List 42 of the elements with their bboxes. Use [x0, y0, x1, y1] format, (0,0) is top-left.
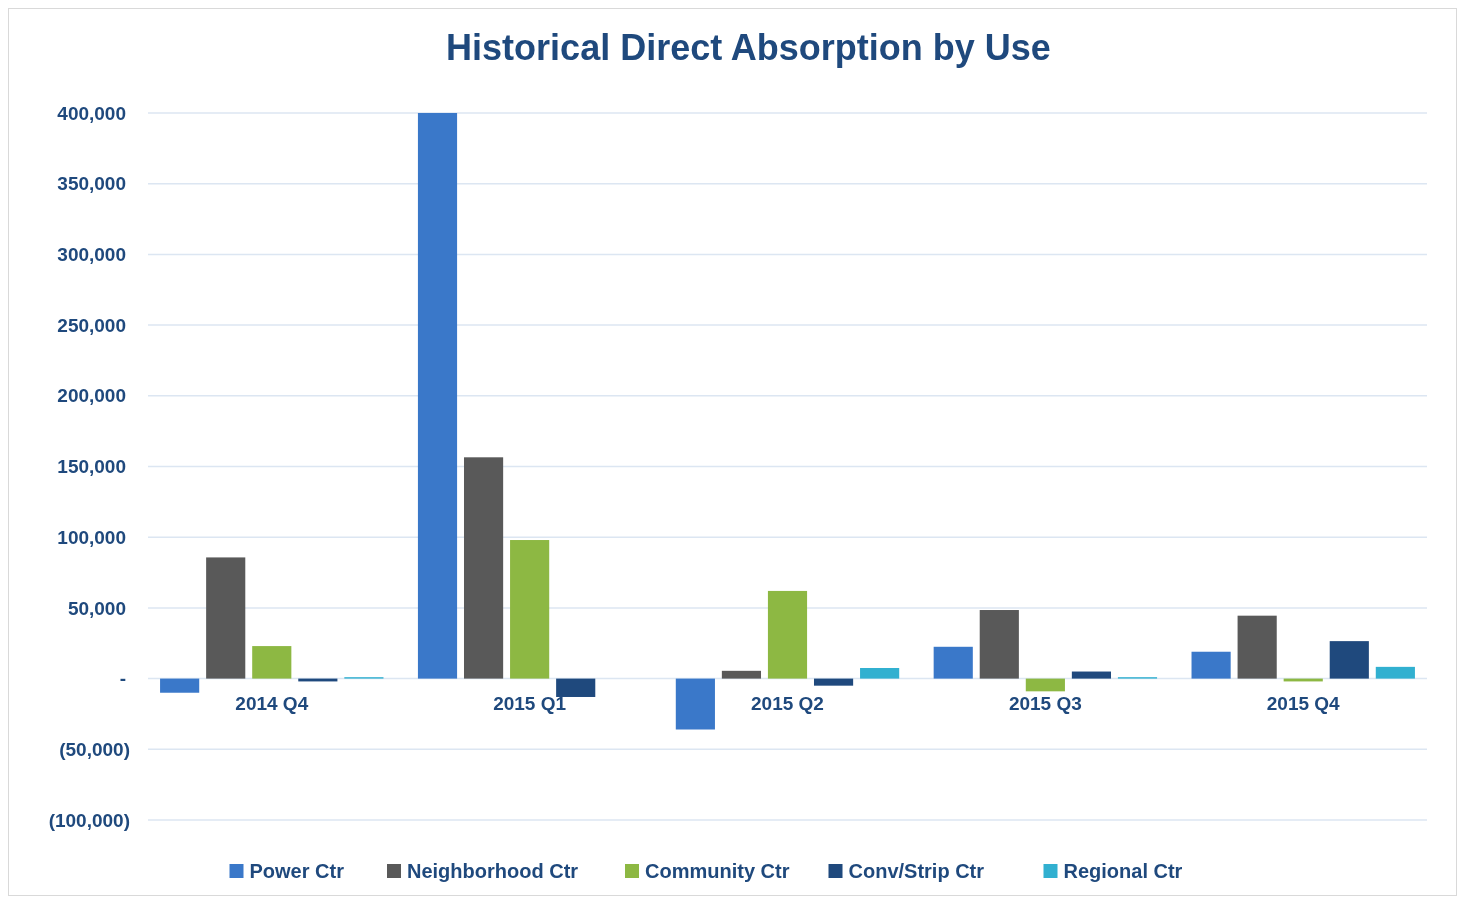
- y-tick-label: -: [119, 668, 126, 690]
- x-tick-label: 2015 Q4: [1266, 692, 1341, 714]
- bar: [160, 678, 200, 693]
- legend-label: Neighborhood Ctr: [407, 860, 579, 882]
- x-tick-label: 2015 Q3: [1008, 692, 1082, 714]
- x-tick-label: 2015 Q1: [493, 692, 567, 714]
- bar: [1375, 666, 1415, 679]
- legend-label: Conv/Strip Ctr: [848, 860, 985, 882]
- y-tick-label: 400,000: [57, 102, 126, 124]
- y-tick-label: 350,000: [57, 173, 126, 195]
- y-tick-label: 150,000: [57, 456, 126, 478]
- bar: [933, 646, 973, 679]
- bar: [556, 678, 596, 697]
- bar: [510, 540, 550, 679]
- bar: [1071, 671, 1112, 679]
- chart-title: Historical Direct Absorption by Use: [446, 27, 1051, 68]
- bar: [252, 646, 292, 679]
- bar: [813, 678, 854, 686]
- legend-label: Power Ctr: [249, 860, 345, 882]
- y-tick-label: (50,000): [59, 738, 130, 760]
- bar: [767, 590, 808, 679]
- bar: [1191, 651, 1231, 679]
- bar: [1237, 615, 1277, 679]
- y-tick-label: 250,000: [57, 314, 126, 336]
- bar: [860, 668, 900, 679]
- bar: [675, 678, 715, 730]
- y-tick-label: (100,000): [48, 809, 130, 831]
- bar: [1025, 678, 1065, 692]
- y-tick-label: 100,000: [57, 526, 126, 548]
- bar: [464, 457, 504, 679]
- bar: [1329, 641, 1369, 679]
- y-tick-label: 300,000: [57, 244, 126, 266]
- y-tick-label: 200,000: [57, 385, 126, 407]
- y-tick-label: 50,000: [67, 597, 126, 619]
- legend-label: Community Ctr: [645, 860, 790, 882]
- x-tick-label: 2014 Q4: [235, 692, 309, 714]
- bar: [417, 113, 458, 679]
- bar: [721, 670, 762, 679]
- bar: [206, 557, 246, 679]
- bar: [979, 610, 1019, 679]
- legend-label: Regional Ctr: [1063, 860, 1183, 882]
- x-tick-label: 2015 Q2: [751, 692, 824, 714]
